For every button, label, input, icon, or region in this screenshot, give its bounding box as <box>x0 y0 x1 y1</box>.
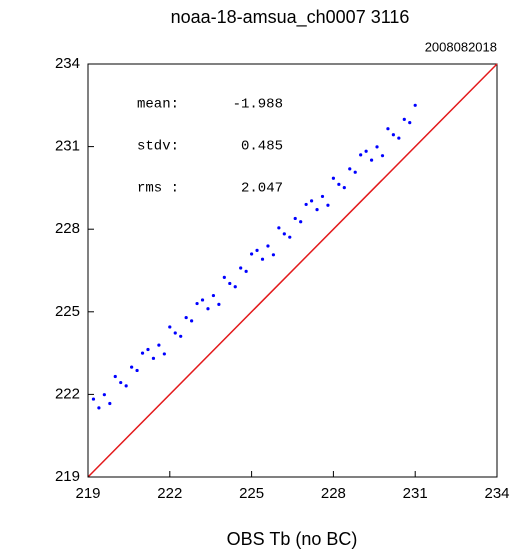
point <box>413 103 417 107</box>
point <box>397 136 401 140</box>
x-tick-label: 231 <box>403 485 428 502</box>
point <box>288 235 292 239</box>
point <box>337 182 341 186</box>
point <box>200 298 205 302</box>
point <box>326 203 330 207</box>
x-axis-label: OBS Tb (no BC) <box>227 529 358 549</box>
point <box>157 343 161 347</box>
point <box>135 368 139 373</box>
point <box>168 325 172 329</box>
reference-line <box>87 63 498 478</box>
stat-label: stdv: <box>137 139 179 155</box>
point <box>353 170 357 174</box>
chart-title: noaa-18-amsua_ch0007 3116 <box>171 7 410 28</box>
point <box>369 158 374 162</box>
point <box>206 307 210 311</box>
point <box>239 266 243 270</box>
point <box>331 176 335 180</box>
point <box>162 352 166 356</box>
x-tick-label: 234 <box>484 485 509 502</box>
y-tick-label: 231 <box>55 138 80 155</box>
point <box>299 220 303 224</box>
point <box>140 351 145 355</box>
point <box>266 244 270 248</box>
point <box>108 401 112 406</box>
x-tick-label: 228 <box>321 485 346 502</box>
point <box>342 186 346 190</box>
y-tick-label: 222 <box>55 385 80 402</box>
point <box>130 365 134 369</box>
point <box>364 149 368 153</box>
point <box>184 315 188 320</box>
plot-frame <box>87 63 498 478</box>
point <box>309 199 314 203</box>
point <box>315 208 319 212</box>
point <box>402 117 406 121</box>
point <box>217 302 221 306</box>
point <box>190 319 194 323</box>
stat-value: -1.988 <box>233 97 283 113</box>
stat-label: mean: <box>137 97 179 113</box>
point <box>244 269 248 273</box>
point <box>348 167 352 171</box>
point <box>386 127 390 131</box>
point <box>255 248 259 253</box>
point <box>97 406 101 410</box>
x-tick-label: 225 <box>239 485 264 502</box>
point <box>233 285 237 289</box>
x-tick-label: 219 <box>75 485 100 502</box>
point <box>380 154 385 158</box>
point <box>320 194 325 199</box>
stat-label: rms : <box>137 181 179 197</box>
point <box>119 380 123 385</box>
point <box>277 226 281 230</box>
y-tick-label: 219 <box>55 468 80 485</box>
point <box>375 145 379 149</box>
y-tick-label: 228 <box>55 220 80 237</box>
y-tick-label: 225 <box>55 303 80 320</box>
chart-subtitle: 2008082018 <box>425 39 497 54</box>
point <box>113 374 117 379</box>
y-tick-label: 234 <box>55 55 80 72</box>
point <box>391 133 395 137</box>
point <box>228 281 232 286</box>
stat-value: 0.485 <box>241 139 283 155</box>
point <box>146 347 150 352</box>
point <box>250 252 254 256</box>
point <box>293 216 297 221</box>
point <box>173 331 177 335</box>
point <box>304 202 308 207</box>
point <box>260 257 265 261</box>
point <box>179 334 183 338</box>
point <box>282 232 286 236</box>
point <box>195 301 199 306</box>
stat-value: 2.047 <box>241 181 283 197</box>
point <box>271 253 276 257</box>
point <box>91 397 96 401</box>
point <box>408 121 412 125</box>
point <box>124 384 128 388</box>
point <box>151 356 156 360</box>
point <box>359 153 363 157</box>
point <box>222 275 226 279</box>
point <box>211 293 216 298</box>
x-tick-label: 222 <box>157 485 182 502</box>
point <box>102 393 106 397</box>
